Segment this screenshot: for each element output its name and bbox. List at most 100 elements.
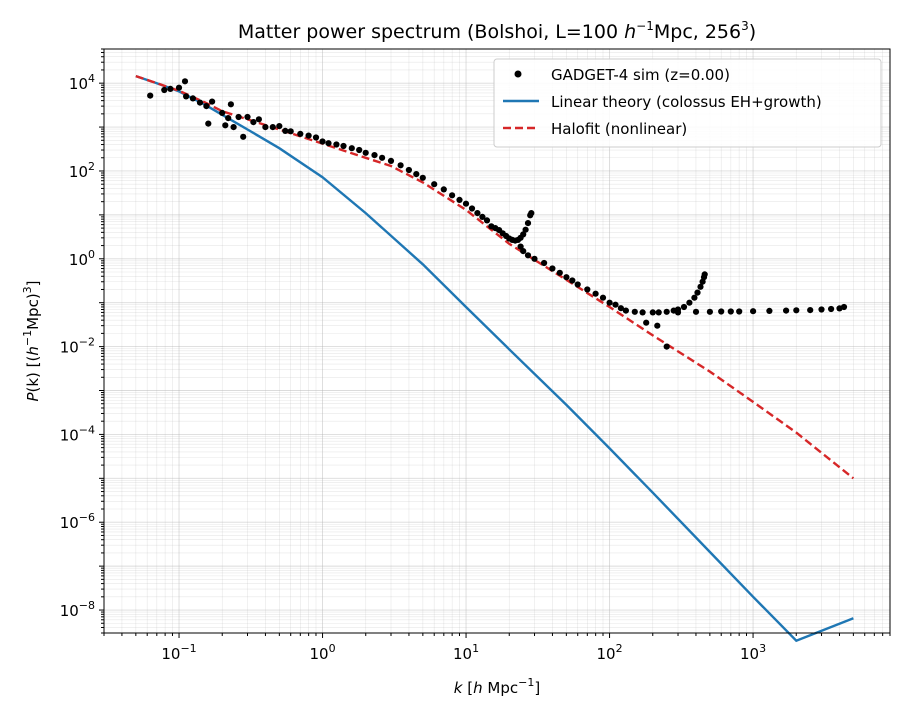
- sim-data-point: [167, 85, 174, 92]
- sim-data-point: [840, 303, 848, 311]
- sim-data-point: [161, 86, 168, 94]
- series-layer: [135, 74, 855, 643]
- sim-data-point: [340, 142, 347, 150]
- y-tick-label: 10−6: [60, 511, 95, 532]
- sim-data-point: [520, 231, 527, 238]
- legend-label: GADGET-4 sim (z=0.00): [551, 66, 730, 84]
- sim-data-point: [262, 124, 269, 131]
- sim-data-point: [606, 299, 613, 306]
- sim-data-point: [387, 157, 395, 164]
- legend-label: Halofit (nonlinear): [551, 120, 687, 138]
- sim-data-point: [680, 303, 688, 311]
- sim-data-point: [440, 186, 447, 193]
- y-axis-label: P(k) [(h−1Mpc)3]: [21, 280, 42, 401]
- sim-data-point: [483, 217, 491, 224]
- sim-data-point: [574, 281, 581, 288]
- sim-data-point: [431, 181, 438, 188]
- sim-data-point: [520, 248, 527, 255]
- sim-data-point: [449, 192, 456, 199]
- x-tick-label: 100: [309, 642, 335, 663]
- sim-data-point: [783, 307, 790, 314]
- sim-data-point: [203, 103, 210, 110]
- sim-data-point: [319, 138, 326, 145]
- sim-data-point: [205, 120, 212, 127]
- sim-data-point: [276, 123, 283, 130]
- x-tick-label: 102: [597, 642, 623, 663]
- sim-data-point: [419, 174, 426, 181]
- chart-title: Matter power spectrum (Bolshoi, L=100 h−…: [238, 19, 756, 43]
- sim-data-point: [462, 200, 470, 207]
- sim-data-point: [617, 305, 625, 312]
- sim-data-point: [287, 128, 294, 135]
- sim-data-point: [456, 196, 463, 203]
- sim-data-point: [219, 109, 226, 116]
- sim-data-point: [305, 132, 312, 139]
- sim-data-point: [631, 308, 638, 315]
- legend-marker-scatter: [514, 70, 522, 78]
- sim-data-point: [584, 286, 591, 293]
- sim-data-point: [663, 343, 670, 350]
- y-tick-label: 104: [69, 72, 95, 93]
- sim-data-point: [818, 306, 825, 313]
- sim-data-point: [230, 124, 237, 131]
- sim-data-point: [189, 95, 196, 102]
- sim-data-point: [227, 101, 234, 108]
- x-tick-label: 101: [453, 642, 479, 663]
- y-tick-label: 10−4: [60, 423, 95, 444]
- sim-data-point: [701, 271, 708, 278]
- sim-data-point: [175, 84, 183, 91]
- sim-data-point: [524, 252, 532, 259]
- sim-data-point: [549, 265, 556, 272]
- sim-data-point: [691, 294, 698, 301]
- sim-data-point: [643, 319, 650, 326]
- sim-data-point: [686, 299, 693, 306]
- sim-data-point: [397, 162, 404, 169]
- sim-data-point: [209, 98, 216, 105]
- sim-data-point: [828, 305, 835, 313]
- sim-data-point: [524, 220, 532, 227]
- legend-label: Linear theory (colossus EH+growth): [551, 93, 822, 111]
- sim-data-point: [622, 307, 630, 314]
- sim-data-point: [240, 133, 247, 140]
- sim-data-point: [255, 116, 262, 123]
- sim-data-point: [405, 166, 412, 174]
- sim-data-point: [348, 145, 355, 152]
- sim-data-point: [517, 243, 524, 250]
- sim-data-point: [563, 274, 570, 281]
- sim-data-point: [244, 113, 251, 121]
- sim-data-point: [663, 308, 670, 315]
- sim-data-point: [181, 78, 189, 85]
- sim-data-point: [333, 141, 340, 148]
- sim-data-point: [269, 124, 276, 131]
- sim-data-point: [468, 205, 476, 212]
- legend-entries: GADGET-4 sim (z=0.00) Linear theory (colo…: [503, 66, 822, 138]
- x-tick-label: 10−1: [161, 642, 196, 663]
- sim-data-point: [222, 122, 229, 129]
- sim-data-point: [718, 308, 725, 315]
- sim-data-point: [556, 269, 563, 276]
- y-tick-label: 10−2: [60, 336, 95, 357]
- sim-data-point: [356, 146, 363, 154]
- sim-data-point: [474, 210, 481, 217]
- grid-lines: [103, 48, 891, 634]
- sim-data-point: [528, 210, 535, 217]
- sim-data-point: [674, 309, 682, 316]
- sim-data-point: [196, 99, 204, 106]
- y-tick-label: 10−8: [60, 599, 95, 620]
- sim-data-point: [541, 259, 548, 267]
- sim-data-point: [147, 92, 154, 99]
- y-tick-label: 100: [69, 248, 95, 269]
- sim-data-point: [639, 309, 646, 316]
- sim-data-point: [531, 255, 538, 262]
- sim-data-point: [766, 307, 773, 314]
- sim-data-point: [522, 226, 529, 233]
- sim-data-point: [612, 301, 619, 308]
- sim-data-point: [793, 307, 800, 314]
- sim-data-point: [297, 130, 304, 137]
- sim-data-point: [371, 152, 378, 159]
- sim-data-point: [727, 308, 734, 315]
- axis-ticks: 10−1 100 101 102 103 10−8 10−6 10−4 10−2 100 102 10…: [60, 48, 891, 663]
- sim-data-point: [692, 308, 700, 315]
- sim-data-point: [592, 290, 599, 297]
